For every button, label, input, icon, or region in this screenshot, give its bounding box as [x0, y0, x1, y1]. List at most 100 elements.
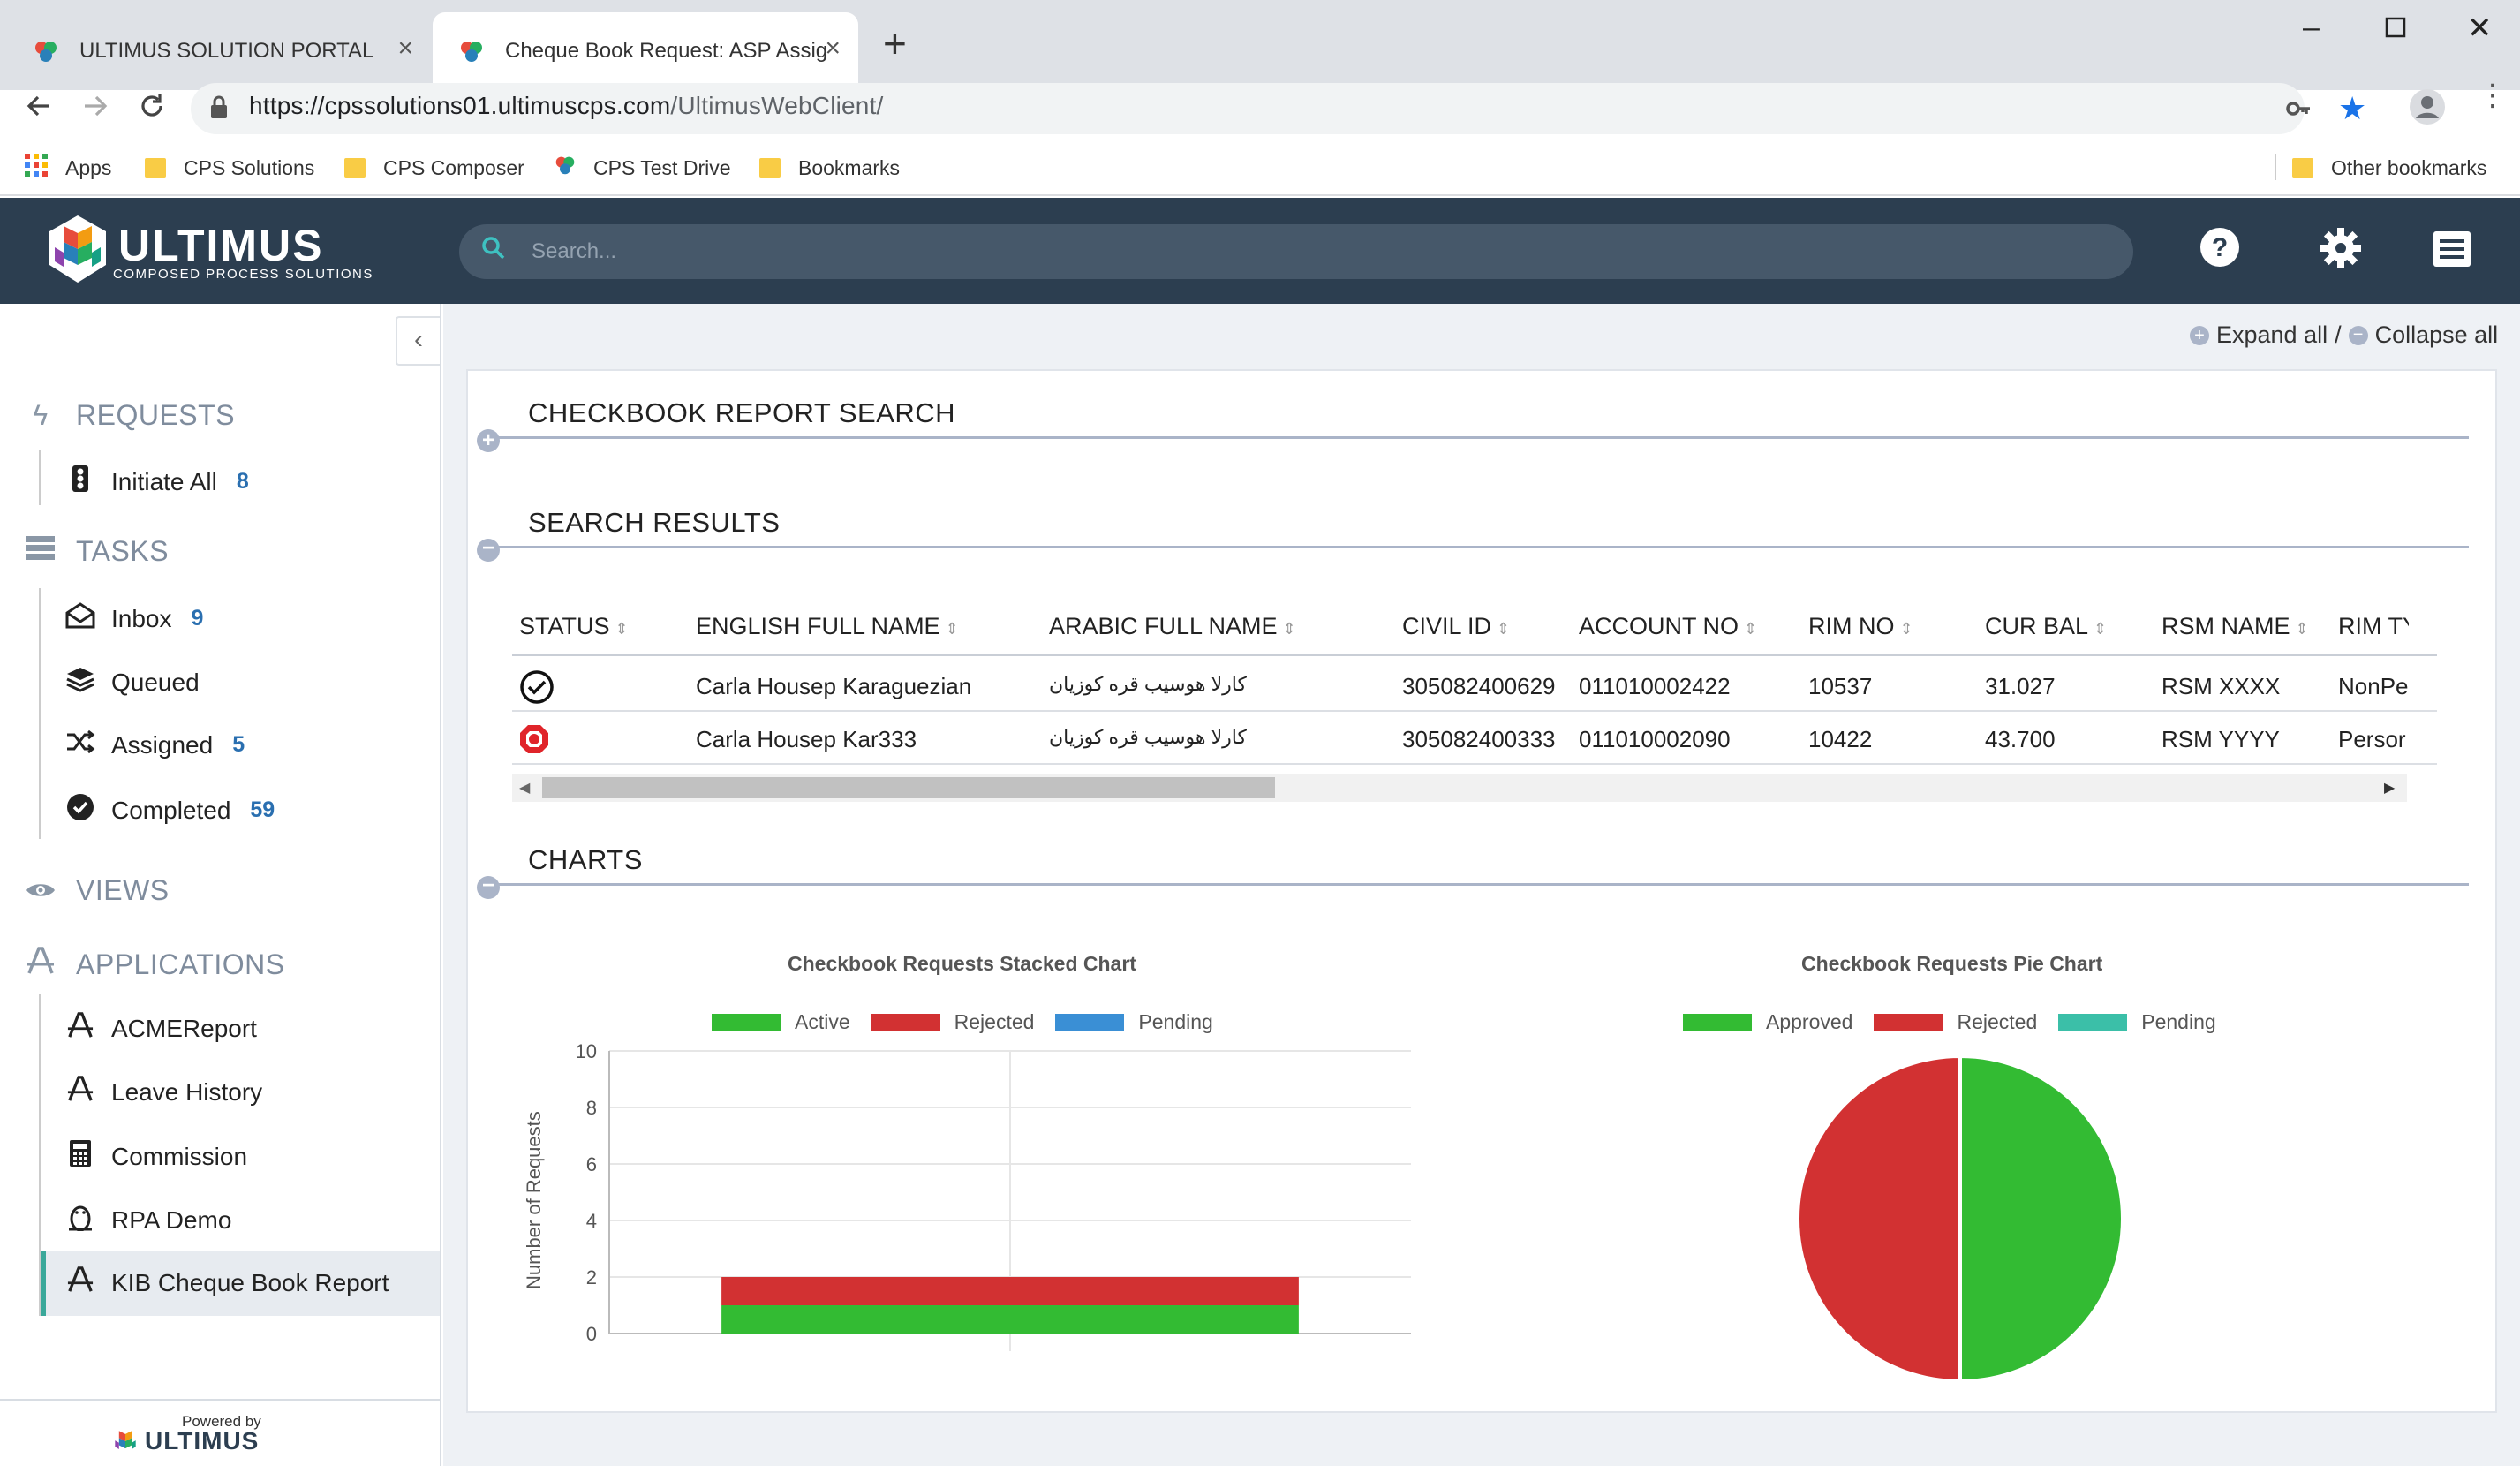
cell-civil-id: 305082400333 [1402, 726, 1556, 752]
sidebar-item-rpa-demo[interactable]: RPA Demo [65, 1203, 231, 1237]
item-label: RPA Demo [111, 1205, 232, 1234]
lightning-icon: ϟ [33, 399, 49, 431]
sidebar-item-leave-history[interactable]: Leave History [65, 1076, 262, 1108]
col-header-rsm-name[interactable]: RSM NAME ⇕ [2162, 613, 2309, 640]
bookmark-apps[interactable]: Apps [25, 150, 111, 185]
collapse-section-icon[interactable]: − [477, 875, 500, 899]
bookmark-cps-test-drive[interactable]: CPS Test Drive [555, 150, 731, 185]
scrollbar-thumb[interactable] [542, 777, 1275, 798]
global-search[interactable] [459, 224, 2133, 279]
bookmark-cps-solutions[interactable]: CPS Solutions [145, 150, 314, 185]
collapse-section-icon[interactable]: − [477, 538, 500, 562]
maximize-button[interactable] [2384, 12, 2407, 47]
pie-legend: Approved Rejected Pending [1681, 1010, 2216, 1034]
y-tick-label: 4 [586, 1210, 597, 1232]
section-label: VIEWS [76, 874, 170, 906]
col-header-english-name[interactable]: ENGLISH FULL NAME ⇕ [696, 613, 959, 640]
collapse-all-link[interactable]: Collapse all [2374, 321, 2499, 348]
reload-button[interactable] [136, 90, 168, 130]
profile-avatar[interactable] [2409, 88, 2446, 130]
section-divider [487, 436, 2469, 439]
scroll-right-arrow[interactable]: ▶ [2384, 781, 2396, 796]
help-icon[interactable]: ? [2199, 226, 2241, 273]
sidebar-item-queued[interactable]: Queued [65, 666, 219, 699]
menu-list-icon[interactable] [2433, 231, 2471, 271]
sort-icon: ⇕ [945, 620, 959, 638]
cell-rim-type: Persor [2338, 726, 2406, 752]
back-button[interactable] [23, 90, 55, 130]
bookmark-label: Other bookmarks [2331, 155, 2487, 179]
new-tab-button[interactable]: + [883, 20, 907, 66]
col-header-rim-no[interactable]: RIM NO ⇕ [1808, 613, 1913, 640]
collapse-sidebar-button[interactable]: ‹ [396, 316, 440, 366]
section-tasks[interactable]: TASKS [25, 535, 169, 568]
row-border [512, 763, 2437, 765]
ultimus-logo[interactable] [46, 214, 109, 289]
expand-section-icon[interactable]: + [477, 429, 500, 452]
y-tick-label: 10 [576, 1040, 597, 1062]
section-title-charts: CHARTS [528, 844, 643, 875]
col-header-account-no[interactable]: ACCOUNT NO ⇕ [1579, 613, 1757, 640]
bar-rejected[interactable] [721, 1277, 1299, 1305]
url-bar[interactable] [191, 83, 2305, 134]
url-text[interactable]: https://cpssolutions01.ultimuscps.com/Ul… [249, 92, 884, 119]
bookmark-other[interactable]: Other bookmarks [2292, 150, 2486, 185]
col-header-rim-type[interactable]: RIM TY [2338, 613, 2409, 640]
sidebar-item-acmereport[interactable]: ACMEReport [65, 1012, 257, 1045]
ultimus-favicon-icon [459, 39, 484, 64]
col-label: RSM NAME [2162, 613, 2290, 639]
search-input[interactable] [532, 235, 2033, 268]
item-count: 9 [191, 606, 204, 631]
legend-label: Active [795, 1010, 850, 1033]
bar-active[interactable] [721, 1305, 1299, 1334]
section-views[interactable]: VIEWS [25, 874, 170, 907]
minimize-button[interactable]: – [2303, 11, 2320, 44]
section-requests[interactable]: ϟ REQUESTS [25, 399, 235, 432]
close-tab-icon[interactable]: × [825, 34, 841, 63]
cell-civil-id: 305082400629 [1402, 673, 1556, 699]
bookmark-bookmarks[interactable]: Bookmarks [759, 150, 900, 185]
sidebar-item-completed[interactable]: Completed 59 [65, 793, 275, 827]
close-window-button[interactable]: ✕ [2467, 11, 2493, 45]
item-label: Inbox [111, 604, 172, 632]
browser-tab-strip [0, 0, 2520, 90]
browser-tab[interactable]: ULTIMUS SOLUTION PORTAL × [0, 12, 431, 90]
y-tick-label: 0 [586, 1323, 597, 1345]
col-header-civil-id[interactable]: CIVIL ID ⇕ [1402, 613, 1510, 640]
expand-all-link[interactable]: Expand all [2216, 321, 2328, 348]
item-label: Commission [111, 1142, 248, 1170]
sidebar-item-initiate-all[interactable]: Initiate All 8 [65, 465, 249, 499]
key-icon[interactable] [2285, 95, 2312, 126]
col-header-status[interactable]: STATUS ⇕ [519, 613, 629, 640]
bookmark-star-icon[interactable]: ★ [2338, 90, 2367, 126]
section-label: APPLICATIONS [76, 948, 285, 980]
sidebar-item-kib-cheque-book-report[interactable]: KIB Cheque Book Report [65, 1266, 389, 1299]
sidebar-item-assigned[interactable]: Assigned 5 [65, 729, 245, 760]
settings-gear-icon[interactable] [2319, 226, 2363, 275]
report-panel [466, 369, 2497, 1413]
pie-slice-rejected[interactable] [1796, 1054, 1962, 1384]
item-count: 59 [250, 797, 275, 822]
app-a-icon [65, 1076, 95, 1108]
folder-icon [344, 158, 366, 178]
horizontal-scrollbar[interactable]: ◀ ▶ [512, 774, 2407, 802]
cell-rim-type: NonPe [2338, 673, 2409, 699]
item-label: Completed [111, 796, 231, 824]
bookmark-cps-composer[interactable]: CPS Composer [344, 150, 524, 185]
scroll-left-arrow[interactable]: ◀ [519, 781, 531, 796]
envelope-open-icon [65, 602, 95, 635]
col-header-arabic-name[interactable]: ARABIC FULL NAME ⇕ [1049, 613, 1296, 640]
legend-label: Pending [2141, 1010, 2216, 1033]
forward-button[interactable] [79, 90, 111, 130]
col-label: ENGLISH FULL NAME [696, 613, 940, 639]
pie-slice-approved[interactable] [1958, 1054, 2124, 1384]
section-applications[interactable]: APPLICATIONS [25, 947, 285, 982]
menu-kebab-icon[interactable]: ⋮ [2478, 79, 2508, 112]
col-header-cur-bal[interactable]: CUR BAL ⇕ [1985, 613, 2107, 640]
browser-tab-active[interactable]: Cheque Book Request: ASP Assig × [433, 12, 858, 90]
cell-cur-bal: 31.027 [1985, 673, 2056, 699]
sidebar-item-commission[interactable]: Commission [65, 1139, 247, 1174]
sidebar-item-inbox[interactable]: Inbox 9 [65, 602, 203, 635]
close-tab-icon[interactable]: × [397, 34, 413, 63]
tab-title: ULTIMUS SOLUTION PORTAL [79, 39, 374, 63]
